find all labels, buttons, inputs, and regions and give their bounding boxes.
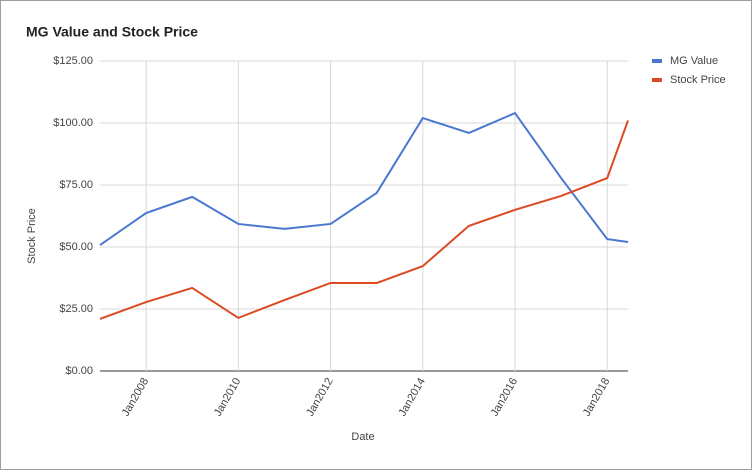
- y-tick-label: $75.00: [59, 179, 93, 191]
- series-line: [99, 120, 629, 320]
- y-tick-label: $50.00: [59, 241, 93, 253]
- series-line: [99, 111, 629, 246]
- y-tick-label: $0.00: [65, 365, 93, 377]
- y-tick-label: $100.00: [53, 117, 93, 129]
- legend-swatch: [652, 59, 662, 63]
- legend-label: MG Value: [670, 55, 718, 67]
- x-axis-label: Date: [351, 431, 374, 443]
- legend-swatch: [652, 78, 662, 82]
- legend-label: Stock Price: [670, 74, 726, 86]
- chart-title: MG Value and Stock Price: [26, 24, 198, 40]
- y-tick-label: $125.00: [53, 55, 93, 67]
- y-axis-label: Stock Price: [26, 208, 38, 264]
- y-tick-label: $25.00: [59, 303, 93, 315]
